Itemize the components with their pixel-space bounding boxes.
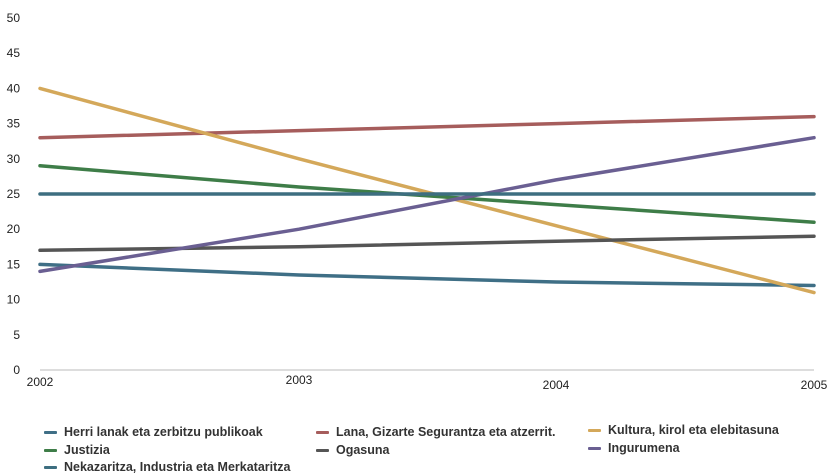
- series-line-0: [38, 262, 816, 288]
- y-tick-label: 40: [7, 81, 21, 95]
- legend-label: Herri lanak eta zerbitzu publikoak: [64, 425, 263, 439]
- y-tick-label: 30: [7, 152, 21, 166]
- legend-swatch: [316, 430, 329, 434]
- x-tick-label: 2002: [27, 375, 54, 389]
- legend-item-nekazaritza: Nekazaritza, Industria eta Merkataritza: [44, 460, 290, 474]
- x-tick-label: 2004: [543, 378, 570, 392]
- series-line-3: [38, 164, 816, 224]
- legend-label: Justizia: [64, 443, 110, 457]
- y-tick-label: 20: [7, 222, 21, 236]
- y-tick-label: 25: [7, 187, 21, 201]
- series-line-1: [38, 114, 816, 140]
- y-tick-label: 35: [7, 117, 21, 131]
- y-tick-label: 0: [13, 363, 20, 377]
- legend-swatch: [316, 448, 329, 452]
- legend-item-ogasuna: Ogasuna: [316, 443, 390, 457]
- tick-labels: 0 5 10 15 20 25 30 35 40 45 50 2002 2003 2004 2005: [7, 11, 828, 392]
- legend-label: Lana, Gizarte Segurantza eta atzerrit.: [336, 425, 556, 439]
- line-chart: 0 5 10 15 20 25 30 35 40 45 50 2002 2003 2004 2005: [7, 11, 828, 392]
- legend-item-ingurumena: Ingurumena: [588, 441, 680, 455]
- y-tick-label: 5: [13, 328, 20, 342]
- y-tick-label: 45: [7, 46, 21, 60]
- series-lines: [38, 86, 816, 295]
- legend-item-herri-lanak: Herri lanak eta zerbitzu publikoak: [44, 425, 263, 439]
- x-tick-label: 2003: [286, 373, 313, 387]
- y-tick-label: 50: [7, 11, 21, 25]
- legend-swatch: [44, 430, 57, 434]
- y-tick-label: 15: [7, 257, 21, 271]
- legend-swatch: [44, 465, 57, 469]
- legend-label: Kultura, kirol eta elebitasuna: [608, 423, 779, 437]
- legend-swatch: [588, 428, 601, 432]
- legend-swatch: [588, 446, 601, 450]
- legend-item-lana: Lana, Gizarte Segurantza eta atzerrit.: [316, 425, 556, 439]
- legend-label: Nekazaritza, Industria eta Merkataritza: [64, 460, 291, 474]
- y-tick-label: 10: [7, 293, 21, 307]
- legend-swatch: [44, 448, 57, 452]
- series-line-5: [38, 135, 816, 274]
- x-tick-label: 2005: [801, 378, 828, 392]
- legend-label: Ogasuna: [336, 443, 390, 457]
- legend-item-justizia: Justizia: [44, 443, 110, 457]
- legend-label: Ingurumena: [608, 441, 680, 455]
- legend-item-kultura: Kultura, kirol eta elebitasuna: [588, 423, 779, 437]
